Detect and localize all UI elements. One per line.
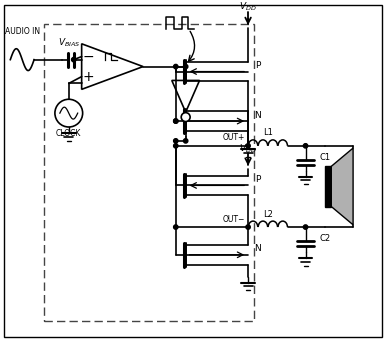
Text: +: + [83,69,94,84]
Text: $V_{BIAS}$: $V_{BIAS}$ [57,37,80,49]
Text: OUT+: OUT+ [223,134,245,142]
Circle shape [246,144,250,148]
Circle shape [184,64,188,69]
Polygon shape [331,148,353,225]
Text: C1: C1 [320,153,331,162]
Text: −: − [83,49,94,63]
Circle shape [174,119,178,123]
Circle shape [184,139,188,143]
Text: AUDIO IN: AUDIO IN [5,27,40,36]
Circle shape [174,119,178,123]
Text: P: P [255,175,261,184]
Text: $V_{DD}$: $V_{DD}$ [239,142,257,155]
Text: P: P [255,61,261,70]
Text: L2: L2 [263,210,273,219]
Circle shape [303,225,308,229]
Text: C2: C2 [320,235,331,243]
Text: OUT−: OUT− [223,215,245,224]
Text: CLOCK: CLOCK [56,129,82,138]
Text: N: N [254,111,261,120]
Circle shape [181,113,190,122]
Text: $V_{DD}$: $V_{DD}$ [239,1,257,13]
Circle shape [72,57,76,62]
Circle shape [246,225,250,229]
Circle shape [174,144,178,148]
Text: N: N [254,244,261,253]
Circle shape [303,144,308,148]
Circle shape [174,225,178,229]
Circle shape [174,64,178,69]
Text: L1: L1 [263,128,273,137]
Bar [44,24,254,321]
Circle shape [174,139,178,143]
Bar [325,166,331,206]
